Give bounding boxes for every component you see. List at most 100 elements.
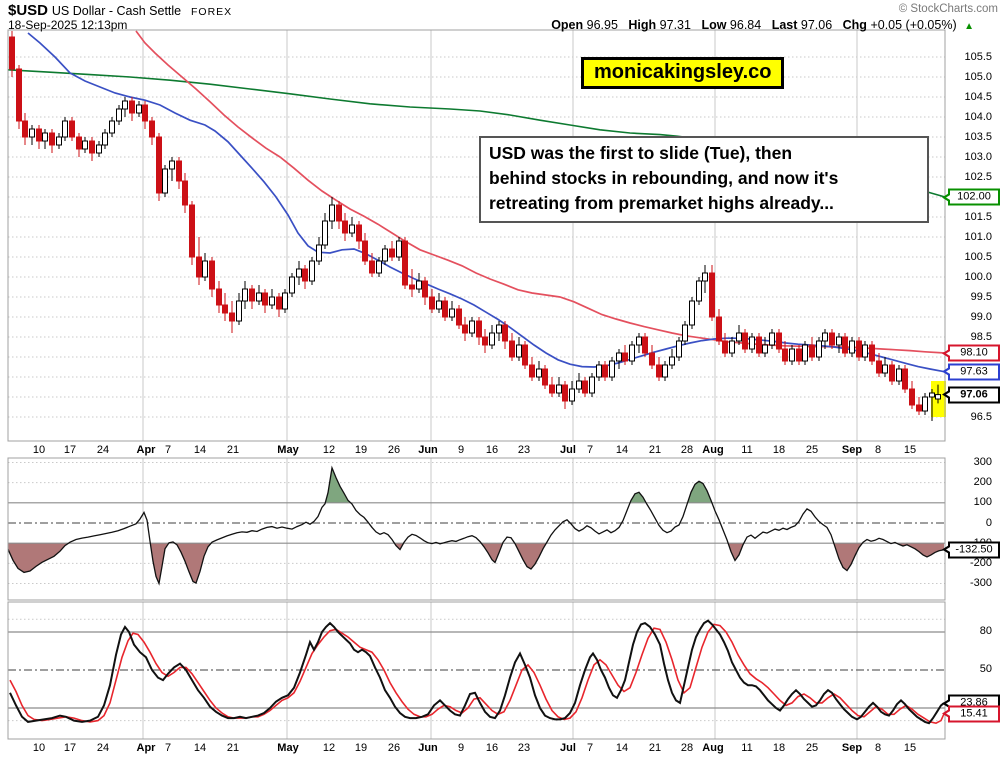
cci-axis-tick: 0 bbox=[985, 516, 992, 529]
low-value: 96.84 bbox=[729, 18, 762, 32]
price-axis-tick: 101.0 bbox=[964, 230, 992, 243]
date-axis-tick: May bbox=[277, 444, 299, 456]
date-axis-tick: 14 bbox=[615, 742, 629, 754]
date-axis-tick: 21 bbox=[226, 742, 240, 754]
price-axis-tick: 103.5 bbox=[964, 130, 992, 143]
date-axis-tick: 17 bbox=[63, 444, 77, 456]
date-axis-tick: 8 bbox=[874, 742, 882, 754]
date-axis-tick: Jun bbox=[418, 742, 438, 754]
price-callout-label: 97.63 bbox=[942, 363, 1000, 381]
symbol-label: $USD bbox=[8, 2, 49, 19]
date-axis-tick: 10 bbox=[32, 444, 46, 456]
last-value: 97.06 bbox=[800, 18, 833, 32]
exchange-label: FOREX bbox=[191, 6, 233, 18]
price-axis-tick: 104.0 bbox=[964, 110, 992, 123]
date-axis-tick: 26 bbox=[387, 742, 401, 754]
date-axis-tick: Apr bbox=[136, 742, 156, 754]
date-axis-tick: 7 bbox=[164, 742, 172, 754]
date-axis-tick: 12 bbox=[322, 742, 336, 754]
copyright-text: © StockCharts.com bbox=[898, 3, 998, 15]
date-axis-tick: 11 bbox=[741, 444, 753, 456]
cci-callout-label: -132.50 bbox=[942, 541, 1000, 559]
date-axis-tick: Sep bbox=[841, 742, 863, 754]
chart-datetime: 18-Sep-2025 12:13pm bbox=[8, 18, 128, 32]
date-axis-tick: Aug bbox=[702, 444, 724, 456]
date-axis-tick: 17 bbox=[63, 742, 77, 754]
date-axis-tick: May bbox=[277, 742, 299, 754]
price-axis-tick: 105.0 bbox=[964, 70, 992, 83]
quote-bar: Open 96.95 High 97.31 Low 96.84 Last 97.… bbox=[544, 18, 974, 32]
price-axis-tick: 96.5 bbox=[970, 410, 992, 423]
date-axis-tick: 16 bbox=[485, 742, 499, 754]
annotation-note: USD was the first to slide (Tue), then b… bbox=[479, 136, 929, 223]
date-axis-tick: 12 bbox=[322, 444, 336, 456]
date-axis-tick: 28 bbox=[680, 444, 694, 456]
price-axis-tick: 103.0 bbox=[964, 150, 992, 163]
date-axis-tick: 28 bbox=[680, 742, 694, 754]
date-axis-tick: 10 bbox=[32, 742, 46, 754]
low-label: Low bbox=[701, 18, 727, 32]
date-axis-tick: 9 bbox=[457, 742, 465, 754]
date-axis-tick: 7 bbox=[164, 444, 172, 456]
price-axis-tick: 99.0 bbox=[970, 310, 992, 323]
date-axis-tick: 19 bbox=[354, 444, 368, 456]
stoch-axis-tick: 50 bbox=[979, 663, 992, 676]
date-axis-tick: 15 bbox=[903, 444, 917, 456]
date-axis-tick: Aug bbox=[702, 742, 724, 754]
date-axis-tick: 21 bbox=[648, 444, 662, 456]
date-axis-tick: Sep bbox=[841, 444, 863, 456]
price-axis-tick: 104.5 bbox=[964, 90, 992, 103]
cci-axis-tick: 200 bbox=[973, 476, 992, 489]
price-axis-tick: 102.5 bbox=[964, 170, 992, 183]
annotation-line: retreating from premarket highs already.… bbox=[489, 193, 834, 213]
open-value: 96.95 bbox=[586, 18, 618, 32]
date-axis-tick: 24 bbox=[96, 742, 110, 754]
instrument-name: US Dollar - Cash Settle bbox=[51, 4, 182, 18]
stoch-axis-tick: 80 bbox=[979, 625, 992, 638]
annotation-line: behind stocks in rebounding, and now it'… bbox=[489, 168, 839, 188]
open-label: Open bbox=[551, 18, 584, 32]
date-axis-tick: Jul bbox=[560, 742, 576, 754]
price-axis-tick: 100.0 bbox=[964, 270, 992, 283]
date-axis-tick: 7 bbox=[586, 444, 594, 456]
date-axis-tick: 26 bbox=[387, 444, 401, 456]
cci-axis-tick: -300 bbox=[969, 577, 992, 589]
date-axis-tick: 23 bbox=[517, 742, 531, 754]
chart-title: $USD US Dollar - Cash Settle FOREX bbox=[8, 2, 232, 19]
date-axis-tick: 14 bbox=[193, 444, 207, 456]
date-axis-tick: 25 bbox=[805, 444, 819, 456]
date-axis-tick: 23 bbox=[517, 444, 531, 456]
date-axis-tick: 25 bbox=[805, 742, 819, 754]
date-axis-tick: 19 bbox=[354, 742, 368, 754]
date-axis-tick: 8 bbox=[874, 444, 882, 456]
cci-axis-tick: 300 bbox=[973, 455, 992, 468]
price-axis-tick: 98.5 bbox=[970, 330, 992, 343]
date-axis-tick: 16 bbox=[485, 444, 499, 456]
price-axis-tick: 100.5 bbox=[964, 250, 992, 263]
chg-label: Chg bbox=[842, 18, 867, 32]
chg-value: +0.05 (+0.05%) bbox=[870, 18, 957, 32]
price-callout-label: 102.00 bbox=[942, 188, 1000, 206]
watermark-badge: monicakingsley.co bbox=[581, 57, 785, 89]
date-axis-tick: Jul bbox=[560, 444, 576, 456]
date-axis-tick: 14 bbox=[615, 444, 629, 456]
high-label: High bbox=[628, 18, 657, 32]
date-axis-tick: 24 bbox=[96, 444, 110, 456]
date-axis-tick: 18 bbox=[772, 444, 786, 456]
date-axis-tick: 11 bbox=[741, 742, 753, 754]
date-axis-tick: Jun bbox=[418, 444, 438, 456]
date-axis-tick: 21 bbox=[648, 742, 662, 754]
date-axis-tick: 18 bbox=[772, 742, 786, 754]
date-axis-tick: 7 bbox=[586, 742, 594, 754]
date-axis-tick: 14 bbox=[193, 742, 207, 754]
last-label: Last bbox=[771, 18, 798, 32]
price-callout-label: 97.06 bbox=[942, 386, 1000, 404]
cci-axis-tick: -200 bbox=[969, 556, 992, 569]
price-axis-tick: 101.5 bbox=[964, 210, 992, 223]
price-axis-tick: 105.5 bbox=[964, 50, 992, 63]
stoch-callout-label: 15.41 bbox=[942, 705, 1000, 723]
up-triangle-icon: ▲ bbox=[964, 21, 974, 32]
price-axis-tick: 99.5 bbox=[970, 290, 992, 303]
